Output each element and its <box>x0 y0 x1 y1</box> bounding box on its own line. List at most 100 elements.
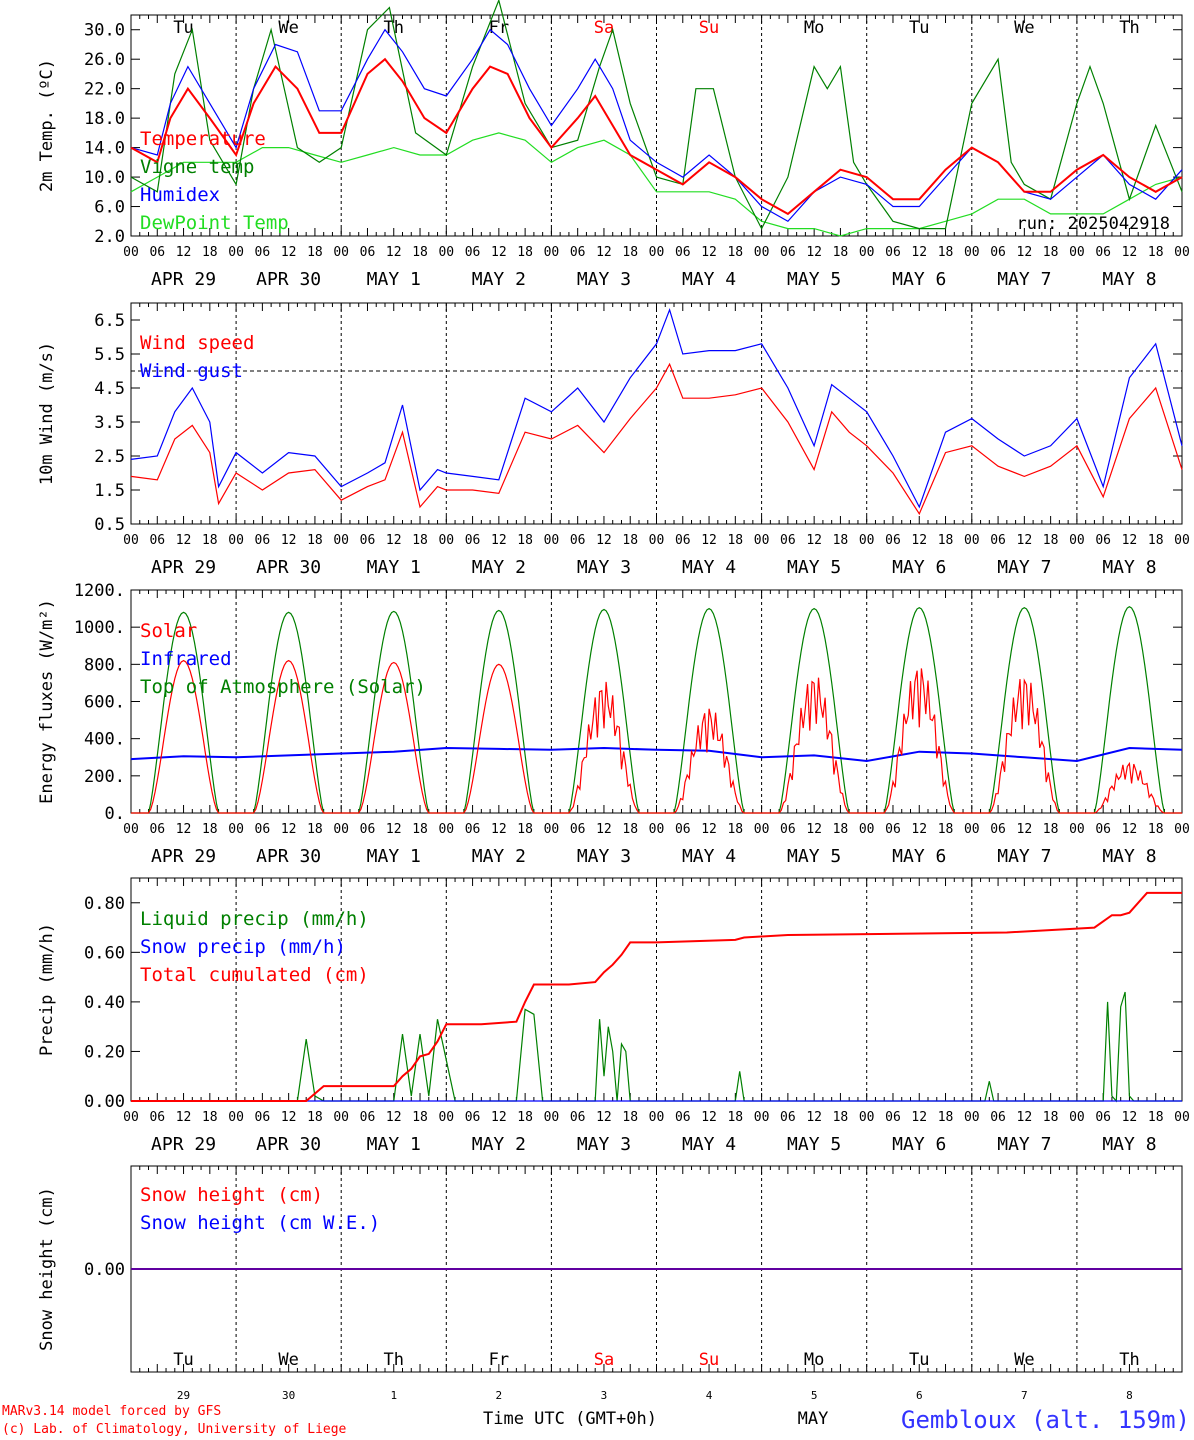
series-line-precip <box>131 891 1182 1102</box>
hour-tick-label: 00 <box>649 533 665 548</box>
hour-tick-label: 18 <box>833 1110 849 1125</box>
hour-tick-label: 00 <box>123 533 139 548</box>
hour-tick-label: 18 <box>727 245 743 260</box>
date-label: MAY 5 <box>787 269 841 290</box>
panel-wind: 0.5 1.5 2.5 3.5 4.5 5.5 6.5 10m Wind (m/s) 00 06 1… <box>37 302 1190 578</box>
hour-tick-label: 12 <box>491 533 507 548</box>
weekday-label: Tu <box>909 1350 929 1370</box>
date-label: MAY 8 <box>1102 269 1156 290</box>
hour-tick-label: 12 <box>911 1110 927 1125</box>
hour-tick-label: 06 <box>675 822 691 837</box>
y-tick-label: 3.5 <box>94 413 125 433</box>
hour-tick-label: 06 <box>570 822 586 837</box>
weekday-label: Su <box>699 18 719 38</box>
weekday-label: Th <box>384 1350 404 1370</box>
hour-tick-label: 12 <box>911 245 927 260</box>
hour-tick-label: 00 <box>859 245 875 260</box>
date-label: MAY 5 <box>787 557 841 578</box>
footer-lab-credit: (c) Lab. of Climatology, University of L… <box>2 1422 347 1437</box>
hour-tick-label: 06 <box>885 533 901 548</box>
panel-snow: 0.00 Snow height (cm) Tu 29 We 30 Th 1 Fr 2 Sa 3 Su 4… <box>37 1165 1183 1402</box>
series-line-temp <box>130 132 1183 237</box>
date-label: MAY 1 <box>367 269 421 290</box>
hour-tick-label: 06 <box>990 533 1006 548</box>
hour-tick-label: 00 <box>1174 245 1190 260</box>
hour-tick-label: 06 <box>570 245 586 260</box>
hour-tick-label: 12 <box>1017 1110 1033 1125</box>
series-line-temp <box>130 57 1183 216</box>
hour-tick-label: 00 <box>228 822 244 837</box>
hour-tick-label: 18 <box>1148 245 1164 260</box>
hour-tick-label: 18 <box>1043 533 1059 548</box>
legend-entry: Snow precip (mm/h) <box>140 936 346 958</box>
hour-tick-label: 18 <box>307 533 323 548</box>
hour-tick-label: 06 <box>465 533 481 548</box>
hour-tick-label: 00 <box>1069 533 1085 548</box>
hour-tick-label: 06 <box>1095 1110 1111 1125</box>
y-axis-label: Precip (mm/h) <box>37 923 57 1056</box>
hour-tick-label: 06 <box>780 533 796 548</box>
hour-tick-label: 06 <box>570 1110 586 1125</box>
day-number-label: 6 <box>916 1389 923 1402</box>
day-number-label: 30 <box>282 1389 295 1402</box>
hour-tick-label: 18 <box>1148 822 1164 837</box>
hour-tick-label: 12 <box>701 1110 717 1125</box>
hour-tick-label: 06 <box>675 245 691 260</box>
hour-tick-label: 00 <box>333 533 349 548</box>
y-tick-label: 30.0 <box>84 21 125 41</box>
hour-tick-label: 00 <box>964 1110 980 1125</box>
legend-entry: Top of Atmosphere (Solar) <box>140 676 426 698</box>
y-tick-label: 0.00 <box>84 1092 125 1112</box>
hour-tick-label: 00 <box>1174 1110 1190 1125</box>
footer-model-credit: MARv3.14 model forced by GFS <box>2 1404 221 1419</box>
hour-tick-label: 06 <box>780 1110 796 1125</box>
hour-tick-label: 06 <box>465 245 481 260</box>
hour-tick-label: 06 <box>360 1110 376 1125</box>
y-tick-label: 600. <box>84 693 125 713</box>
hour-tick-label: 18 <box>517 1110 533 1125</box>
hour-tick-label: 18 <box>1148 533 1164 548</box>
hour-tick-label: 00 <box>438 533 454 548</box>
y-axis-label: Energy fluxes (W/m²) <box>37 599 57 804</box>
series-line-flux <box>130 746 1183 763</box>
y-tick-label: 1000. <box>74 618 125 638</box>
weekday-label: We <box>1014 1350 1034 1370</box>
hour-tick-label: 06 <box>360 822 376 837</box>
hour-tick-label: 12 <box>1122 822 1138 837</box>
weekday-label: Mo <box>804 18 824 38</box>
hour-tick-label: 12 <box>281 533 297 548</box>
date-label: APR 29 <box>151 557 216 578</box>
weekday-label: Tu <box>173 18 193 38</box>
hour-tick-label: 18 <box>307 245 323 260</box>
hour-tick-label: 00 <box>649 245 665 260</box>
hour-tick-label: 18 <box>202 822 218 837</box>
y-tick-label: 0.00 <box>84 1260 125 1280</box>
y-tick-label: 800. <box>84 655 125 675</box>
hour-tick-label: 12 <box>491 245 507 260</box>
hour-tick-label: 00 <box>964 822 980 837</box>
hour-tick-label: 00 <box>754 533 770 548</box>
date-label: MAY 2 <box>472 846 526 867</box>
y-tick-label: 14.0 <box>84 139 125 159</box>
legend-entry: Wind gust <box>140 360 243 382</box>
hour-tick-label: 06 <box>255 533 271 548</box>
y-tick-label: 400. <box>84 730 125 750</box>
hour-tick-label: 12 <box>1122 245 1138 260</box>
date-label: MAY 6 <box>892 1134 946 1155</box>
day-number-label: 1 <box>390 1389 397 1402</box>
date-label: APR 29 <box>151 269 216 290</box>
hour-tick-label: 18 <box>307 822 323 837</box>
hour-tick-label: 06 <box>990 245 1006 260</box>
hour-tick-label: 00 <box>333 822 349 837</box>
hour-tick-label: 06 <box>1095 533 1111 548</box>
hour-tick-label: 00 <box>1174 533 1190 548</box>
y-axis-label: Snow height (cm) <box>37 1187 57 1351</box>
date-label: MAY 7 <box>997 1134 1051 1155</box>
legend-entry: Infrared <box>140 648 232 670</box>
y-tick-label: 0.60 <box>84 943 125 963</box>
plot-frame <box>130 589 1183 814</box>
date-label: MAY 4 <box>682 1134 736 1155</box>
hour-tick-label: 18 <box>622 245 638 260</box>
day-number-label: 2 <box>496 1389 503 1402</box>
hour-tick-label: 12 <box>176 822 192 837</box>
